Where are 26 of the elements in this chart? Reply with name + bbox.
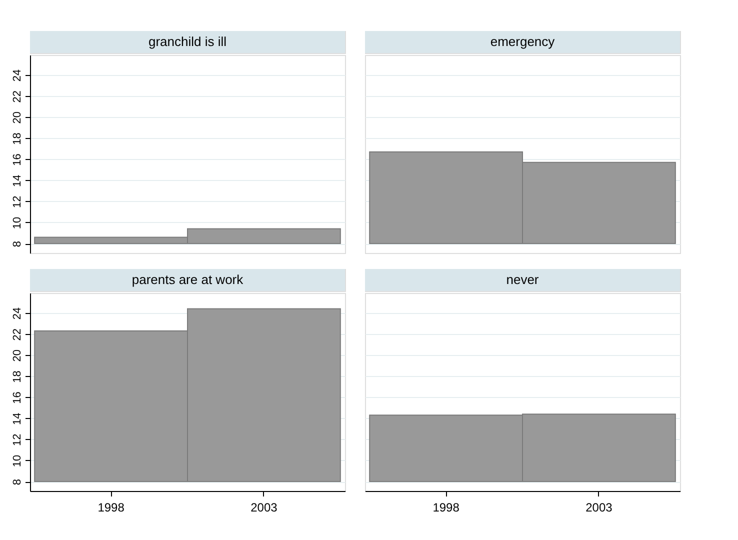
y-tick-label: 16 (12, 392, 24, 404)
y-tick-label: 22 (12, 90, 24, 103)
y-tick-label: 22 (12, 328, 24, 341)
y-tick-label: 8 (12, 240, 24, 248)
y-tick-label: 10 (12, 454, 24, 468)
y-tick-label: 18 (12, 132, 24, 145)
y-tick-label: 10 (12, 216, 24, 230)
y-tick-label: 20 (12, 350, 24, 362)
y-tick-label: 16 (12, 154, 24, 166)
y-tick-label: 24 (12, 307, 24, 320)
chart-title: emergency (490, 34, 556, 49)
x-tick-label: 1998 (432, 500, 460, 514)
chart-title: parents are at work (132, 272, 244, 287)
y-tick-label: 12 (12, 196, 24, 208)
chart-title: granchild is ill (148, 34, 227, 49)
chart-title: never (506, 272, 540, 287)
y-tick-label: 18 (12, 370, 24, 383)
x-tick-label: 1998 (98, 500, 125, 514)
x-tick-label: 2003 (250, 500, 278, 514)
y-tick-label: 8 (12, 478, 24, 486)
y-tick-label: 14 (12, 174, 24, 187)
y-tick-label: 12 (12, 434, 24, 446)
y-tick-label: 20 (12, 112, 24, 124)
x-tick-label: 2003 (586, 500, 613, 514)
y-tick-label: 24 (12, 69, 24, 82)
y-tick-label: 14 (12, 412, 24, 425)
